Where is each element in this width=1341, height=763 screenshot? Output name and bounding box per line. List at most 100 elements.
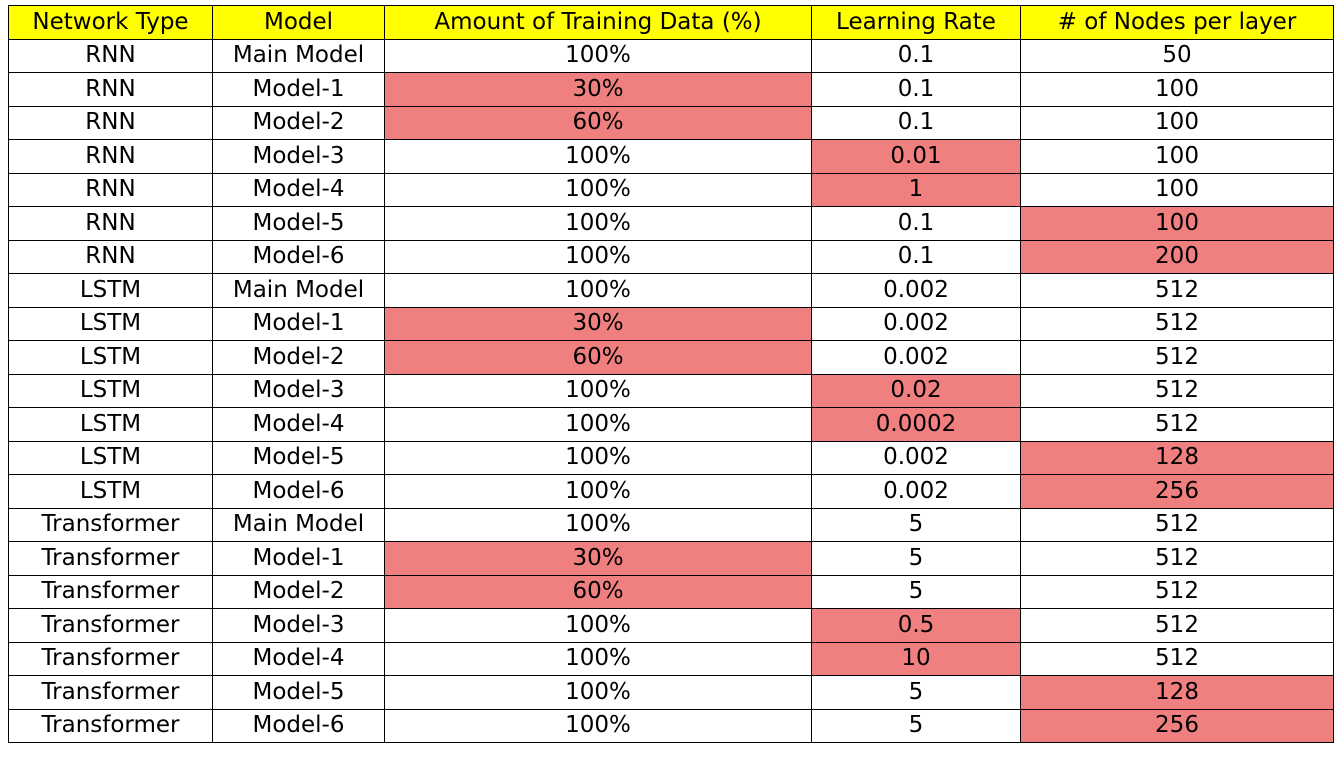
network-type-cell: LSTM	[8, 340, 213, 375]
table-body: RNN Main Model 100% 0.1 50 RNN Model-1 30% 0.1 10…	[8, 38, 1334, 743]
learning-rate-cell: 5	[811, 507, 1021, 542]
learning-rate-cell: 1	[811, 172, 1021, 207]
column-header-learning-rate: Learning Rate	[811, 5, 1021, 40]
table-row: RNN Model-5 100% 0.1 100	[8, 206, 1334, 241]
network-type-cell: Transformer	[8, 708, 213, 743]
table-row: RNN Model-2 60% 0.1 100	[8, 105, 1334, 140]
table-row: Transformer Model-2 60% 5 512	[8, 574, 1334, 609]
model-cell: Model-2	[212, 574, 385, 609]
table-row: Transformer Model-1 30% 5 512	[8, 541, 1334, 576]
nodes-per-layer-cell: 100	[1020, 206, 1334, 241]
table-row: LSTM Model-6 100% 0.002 256	[8, 474, 1334, 509]
learning-rate-cell: 0.1	[811, 38, 1021, 73]
nodes-per-layer-cell: 128	[1020, 440, 1334, 475]
nodes-per-layer-cell: 512	[1020, 407, 1334, 442]
nodes-per-layer-cell: 512	[1020, 306, 1334, 341]
nodes-per-layer-cell: 128	[1020, 675, 1334, 710]
model-cell: Model-2	[212, 340, 385, 375]
nodes-per-layer-cell: 50	[1020, 38, 1334, 73]
nodes-per-layer-cell: 512	[1020, 507, 1334, 542]
table-row: LSTM Model-2 60% 0.002 512	[8, 340, 1334, 375]
network-type-cell: Transformer	[8, 641, 213, 676]
learning-rate-cell: 10	[811, 641, 1021, 676]
learning-rate-cell: 0.002	[811, 474, 1021, 509]
table-row: Transformer Model-6 100% 5 256	[8, 708, 1334, 743]
learning-rate-cell: 0.1	[811, 105, 1021, 140]
nodes-per-layer-cell: 512	[1020, 608, 1334, 643]
training-data-cell: 100%	[384, 206, 812, 241]
model-cell: Model-3	[212, 139, 385, 174]
network-type-cell: RNN	[8, 72, 213, 107]
training-data-cell: 100%	[384, 172, 812, 207]
training-data-cell: 100%	[384, 407, 812, 442]
column-header-nodes-per-layer: # of Nodes per layer	[1020, 5, 1334, 40]
table-row: Transformer Model-4 100% 10 512	[8, 641, 1334, 676]
table-row: RNN Model-1 30% 0.1 100	[8, 72, 1334, 107]
nodes-per-layer-cell: 100	[1020, 72, 1334, 107]
network-type-cell: RNN	[8, 38, 213, 73]
network-type-cell: RNN	[8, 239, 213, 274]
nodes-per-layer-cell: 512	[1020, 641, 1334, 676]
model-cell: Model-3	[212, 608, 385, 643]
table-row: Transformer Main Model 100% 5 512	[8, 507, 1334, 542]
network-type-cell: LSTM	[8, 474, 213, 509]
learning-rate-cell: 5	[811, 574, 1021, 609]
model-cell: Model-2	[212, 105, 385, 140]
training-data-cell: 100%	[384, 273, 812, 308]
model-cell: Model-1	[212, 541, 385, 576]
nodes-per-layer-cell: 100	[1020, 139, 1334, 174]
network-type-cell: RNN	[8, 105, 213, 140]
training-data-cell: 100%	[384, 38, 812, 73]
nodes-per-layer-cell: 100	[1020, 172, 1334, 207]
training-data-cell: 30%	[384, 541, 812, 576]
nodes-per-layer-cell: 512	[1020, 273, 1334, 308]
model-cell: Main Model	[212, 38, 385, 73]
learning-rate-cell: 0.002	[811, 340, 1021, 375]
model-cell: Model-5	[212, 206, 385, 241]
training-data-cell: 60%	[384, 105, 812, 140]
model-cell: Main Model	[212, 507, 385, 542]
training-data-cell: 100%	[384, 675, 812, 710]
column-header-training-data: Amount of Training Data (%)	[384, 5, 812, 40]
network-type-cell: LSTM	[8, 440, 213, 475]
model-cell: Model-5	[212, 440, 385, 475]
network-type-cell: Transformer	[8, 608, 213, 643]
model-cell: Model-4	[212, 407, 385, 442]
model-cell: Model-4	[212, 172, 385, 207]
learning-rate-cell: 0.002	[811, 440, 1021, 475]
column-header-network-type: Network Type	[8, 5, 213, 40]
table-row: RNN Model-6 100% 0.1 200	[8, 239, 1334, 274]
nodes-per-layer-cell: 512	[1020, 541, 1334, 576]
model-cell: Model-4	[212, 641, 385, 676]
model-cell: Model-1	[212, 306, 385, 341]
network-type-cell: LSTM	[8, 306, 213, 341]
learning-rate-cell: 0.1	[811, 206, 1021, 241]
model-cell: Model-6	[212, 239, 385, 274]
training-data-cell: 100%	[384, 641, 812, 676]
training-data-cell: 60%	[384, 574, 812, 609]
table-row: LSTM Model-3 100% 0.02 512	[8, 373, 1334, 408]
table-header-row: Network Type Model Amount of Training Da…	[8, 5, 1334, 40]
table-row: LSTM Model-4 100% 0.0002 512	[8, 407, 1334, 442]
nodes-per-layer-cell: 512	[1020, 340, 1334, 375]
table-row: RNN Model-4 100% 1 100	[8, 172, 1334, 207]
model-cell: Model-5	[212, 675, 385, 710]
training-data-cell: 100%	[384, 708, 812, 743]
learning-rate-cell: 0.5	[811, 608, 1021, 643]
network-type-cell: Transformer	[8, 675, 213, 710]
nodes-per-layer-cell: 512	[1020, 574, 1334, 609]
nodes-per-layer-cell: 100	[1020, 105, 1334, 140]
learning-rate-cell: 0.1	[811, 239, 1021, 274]
network-type-cell: RNN	[8, 139, 213, 174]
table-row: LSTM Model-1 30% 0.002 512	[8, 306, 1334, 341]
network-type-cell: LSTM	[8, 407, 213, 442]
network-type-cell: LSTM	[8, 273, 213, 308]
model-cell: Model-1	[212, 72, 385, 107]
network-type-cell: RNN	[8, 172, 213, 207]
model-cell: Model-6	[212, 474, 385, 509]
network-type-cell: LSTM	[8, 373, 213, 408]
network-type-cell: Transformer	[8, 574, 213, 609]
model-cell: Main Model	[212, 273, 385, 308]
training-data-cell: 100%	[384, 373, 812, 408]
model-cell: Model-3	[212, 373, 385, 408]
